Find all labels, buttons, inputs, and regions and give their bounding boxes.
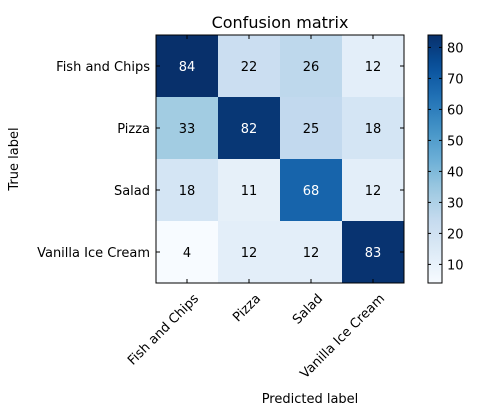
cell-value-label: 82 bbox=[241, 122, 258, 137]
colorbar-tick-label: 80 bbox=[447, 41, 464, 56]
heatmap-cell bbox=[218, 221, 280, 283]
colorbar-tick-label: 70 bbox=[447, 72, 464, 87]
plot-frame bbox=[155, 34, 405, 284]
colorbar-tick-label: 50 bbox=[447, 134, 464, 149]
cell-value-label: 33 bbox=[179, 122, 196, 137]
x-tick-label: Pizza bbox=[230, 291, 264, 325]
cell-value-label: 22 bbox=[241, 60, 258, 75]
cell-value-label: 68 bbox=[303, 184, 320, 199]
colorbar-tick-label: 30 bbox=[447, 196, 464, 211]
heatmap-cell bbox=[218, 159, 280, 221]
y-tick-label: Salad bbox=[114, 184, 150, 199]
heatmap-cells: 84 22 26 12 33 82 25 18 18 11 68 12 4 12 12 83 bbox=[156, 35, 404, 283]
heatmap-cell bbox=[280, 35, 342, 97]
cell-value-label: 83 bbox=[365, 246, 382, 261]
heatmap-cell bbox=[156, 35, 218, 97]
cell-value-label: 25 bbox=[303, 122, 320, 137]
cell-value-label: 12 bbox=[241, 246, 258, 261]
chart-title: Confusion matrix bbox=[212, 13, 349, 32]
cell-value-label: 12 bbox=[303, 246, 320, 261]
x-axis-label: Predicted label bbox=[262, 392, 359, 407]
colorbar-tick-label: 40 bbox=[447, 165, 464, 180]
heatmap-cell bbox=[280, 159, 342, 221]
heatmap-cell bbox=[156, 97, 218, 159]
y-axis-label: True label bbox=[7, 127, 22, 191]
heatmap-cell bbox=[280, 221, 342, 283]
y-tick-label: Pizza bbox=[117, 122, 150, 137]
x-tick-label: Salad bbox=[290, 291, 326, 327]
heatmap-cell bbox=[156, 221, 218, 283]
cell-value-label: 18 bbox=[365, 122, 382, 137]
heatmap-cell bbox=[342, 159, 404, 221]
colorbar-tick-label: 60 bbox=[447, 103, 464, 118]
y-tick-label: Vanilla Ice Cream bbox=[37, 246, 150, 261]
cell-value-label: 26 bbox=[303, 60, 320, 75]
cell-value-label: 84 bbox=[179, 60, 196, 75]
heatmap-cell bbox=[342, 97, 404, 159]
colorbar-tick-label: 20 bbox=[447, 227, 464, 242]
cell-value-label: 12 bbox=[365, 184, 382, 199]
x-tick-label: Fish and Chips bbox=[125, 291, 202, 368]
heatmap-cell bbox=[342, 221, 404, 283]
heatmap-cell bbox=[156, 159, 218, 221]
colorbar: 10 20 30 40 50 60 70 80 bbox=[427, 34, 464, 284]
cell-value-label: 4 bbox=[183, 246, 191, 261]
colorbar-tick-label: 10 bbox=[447, 258, 464, 273]
cell-value-label: 18 bbox=[179, 184, 196, 199]
cell-value-label: 12 bbox=[365, 60, 382, 75]
y-tick-label: Fish and Chips bbox=[56, 60, 150, 75]
heatmap-cell bbox=[280, 97, 342, 159]
heatmap-cell bbox=[218, 97, 280, 159]
colorbar-gradient bbox=[427, 34, 443, 284]
heatmap-cell bbox=[342, 35, 404, 97]
heatmap-cell bbox=[218, 35, 280, 97]
y-tick-labels: Fish and Chips Pizza Salad Vanilla Ice Crea… bbox=[37, 60, 404, 261]
cell-value-label: 11 bbox=[241, 184, 258, 199]
